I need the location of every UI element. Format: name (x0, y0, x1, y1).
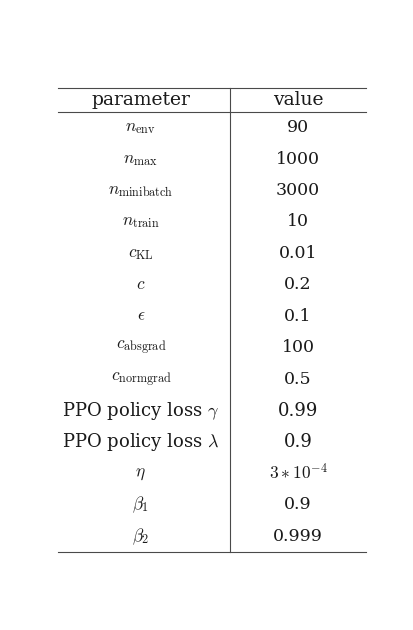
Text: $\beta_1$: $\beta_1$ (132, 495, 149, 515)
Text: $c$: $c$ (136, 277, 145, 294)
Text: 100: 100 (281, 339, 314, 356)
Text: $n_\mathrm{minibatch}$: $n_\mathrm{minibatch}$ (108, 182, 173, 199)
Text: $\eta$: $\eta$ (135, 465, 146, 482)
Text: 0.999: 0.999 (273, 528, 322, 545)
Text: $\beta_2$: $\beta_2$ (132, 526, 149, 546)
Text: $n_\mathrm{train}$: $n_\mathrm{train}$ (121, 214, 159, 231)
Text: $n_\mathrm{max}$: $n_\mathrm{max}$ (123, 151, 158, 168)
Text: 0.9: 0.9 (283, 433, 312, 451)
Text: 0.5: 0.5 (283, 370, 311, 387)
Text: $c_\mathrm{normgrad}$: $c_\mathrm{normgrad}$ (110, 370, 171, 389)
Text: PPO policy loss $\gamma$: PPO policy loss $\gamma$ (62, 399, 219, 421)
Text: $n_\mathrm{env}$: $n_\mathrm{env}$ (125, 119, 156, 136)
Text: 90: 90 (286, 119, 309, 136)
Text: value: value (272, 91, 323, 109)
Text: 0.01: 0.01 (278, 245, 316, 262)
Text: 0.99: 0.99 (277, 401, 318, 420)
Text: parameter: parameter (91, 91, 190, 109)
Text: PPO policy loss $\lambda$: PPO policy loss $\lambda$ (62, 431, 219, 453)
Text: 3000: 3000 (275, 182, 319, 199)
Text: 0.1: 0.1 (284, 308, 311, 324)
Text: $\epsilon$: $\epsilon$ (136, 308, 145, 324)
Text: 1000: 1000 (275, 151, 319, 168)
Text: $c_\mathrm{absgrad}$: $c_\mathrm{absgrad}$ (115, 338, 166, 357)
Text: $c_\mathrm{KL}$: $c_\mathrm{KL}$ (128, 245, 153, 262)
Text: 10: 10 (286, 214, 308, 231)
Text: 0.9: 0.9 (283, 496, 311, 513)
Text: 0.2: 0.2 (283, 277, 311, 294)
Text: $3 * 10^{-4}$: $3 * 10^{-4}$ (268, 463, 327, 483)
